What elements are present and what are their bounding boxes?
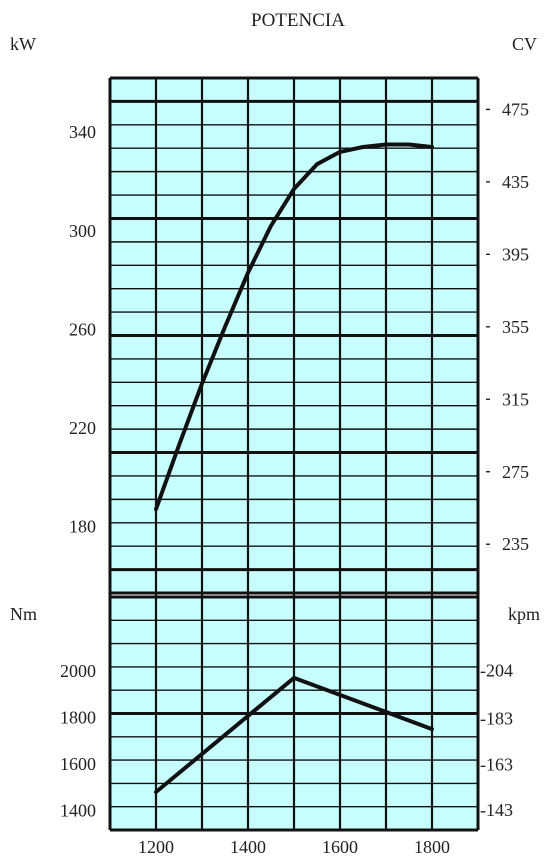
torque-kpm-tick-label: -163 [480,754,513,774]
power-cv-tick-label: 275 [502,462,529,482]
x-axis-tick-label: 1600 [322,837,358,857]
x-axis-tick-label: 1200 [138,837,174,857]
power-kw-tick-label: 220 [69,418,96,438]
x-axis-tick-label: 1400 [230,837,266,857]
power-cv-tick-label: 315 [502,389,529,409]
torque-nm-tick-label: 1800 [60,707,96,727]
power-cv-tick-label: 435 [502,172,529,192]
power-cv-tick-label: 235 [502,534,529,554]
power-cv-tick-label: 355 [502,317,529,337]
torque-nm-tick-label: 2000 [60,661,96,681]
power-left-unit-label: kW [10,34,36,54]
torque-kpm-tick-label: -204 [480,661,513,681]
power-kw-tick-label: 180 [69,516,96,536]
power-kw-tick-label: 340 [69,122,96,142]
torque-left-unit-label: Nm [10,604,37,624]
torque-kpm-tick-label: -143 [480,800,513,820]
power-right-unit-label: CV [512,34,537,54]
torque-kpm-tick-label: -183 [480,709,513,729]
chart-title: POTENCIA [251,10,345,31]
power-kw-tick-label: 300 [69,221,96,241]
torque-right-unit-label: kpm [508,604,540,624]
power-curve [154,142,434,512]
power-kw-tick-label: 260 [69,319,96,339]
torque-curve [154,675,434,794]
power-cv-tick-label: 395 [502,244,529,264]
power-cv-tick-label: 475 [502,99,529,119]
torque-nm-tick-label: 1600 [60,754,96,774]
x-axis-tick-label: 1800 [414,837,450,857]
torque-nm-tick-label: 1400 [60,801,96,821]
